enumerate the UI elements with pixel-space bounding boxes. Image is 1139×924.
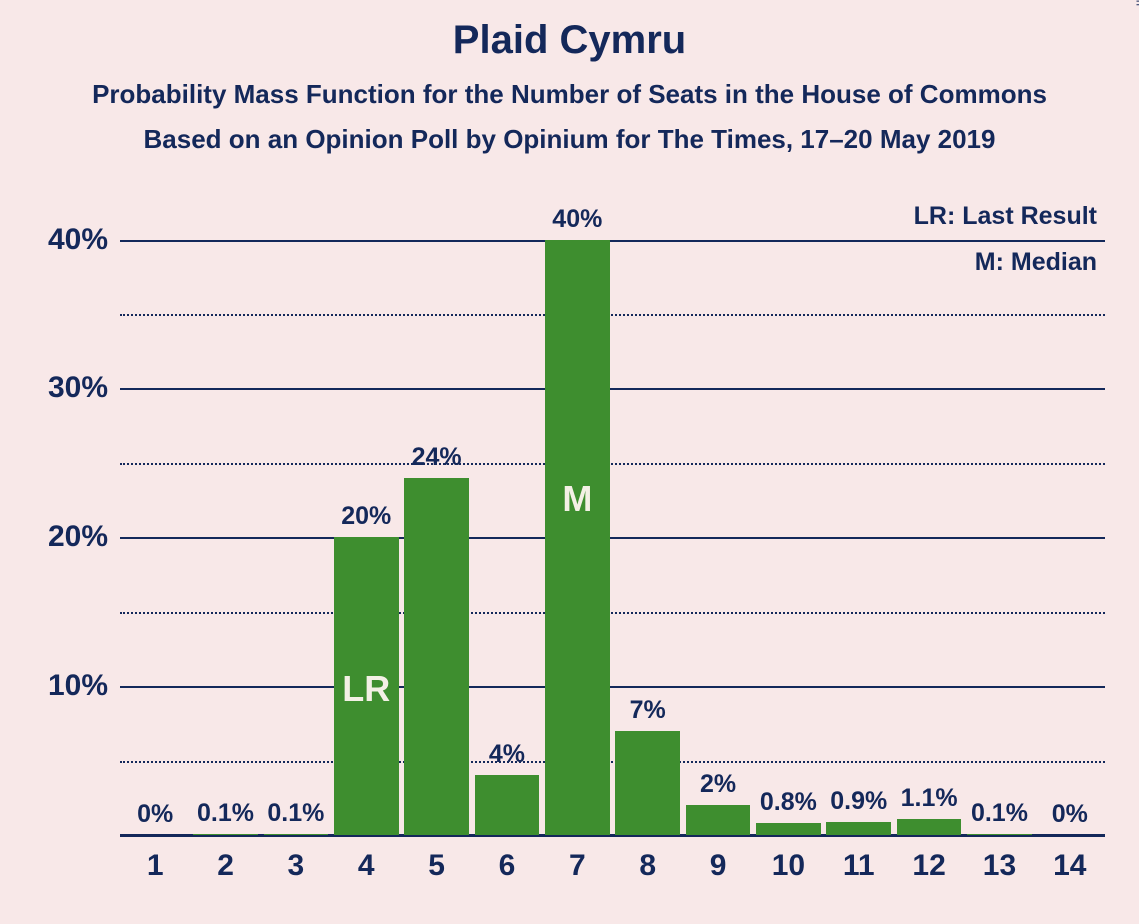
y-axis-tick: 20%	[48, 520, 120, 554]
chart-subtitle-1: Probability Mass Function for the Number…	[0, 63, 1139, 110]
bar-value-label: 20%	[341, 502, 391, 537]
bar: 20%LR	[334, 537, 399, 835]
bar: 7%	[615, 731, 680, 835]
x-axis-tick: 4	[358, 835, 375, 883]
bar-value-label: 0.1%	[197, 799, 254, 834]
bar: 0.9%	[826, 822, 891, 835]
bar: 24%	[404, 478, 469, 835]
x-axis-tick: 2	[217, 835, 234, 883]
bar-value-label: 40%	[552, 205, 602, 240]
y-axis-tick: 40%	[48, 223, 120, 257]
legend-median: M: Median	[975, 248, 1097, 277]
x-axis-tick: 9	[710, 835, 727, 883]
copyright-text: © 2019 Filip van Laenen	[1133, 0, 1139, 6]
gridline-minor	[120, 314, 1105, 316]
x-axis-tick: 7	[569, 835, 586, 883]
gridline-minor	[120, 463, 1105, 465]
bar-marker-median: M	[562, 478, 592, 520]
y-axis-tick: 30%	[48, 371, 120, 405]
x-axis-tick: 12	[912, 835, 945, 883]
bar-value-label: 1.1%	[901, 784, 958, 819]
chart-subtitle-2: Based on an Opinion Poll by Opinium for …	[0, 110, 1139, 155]
x-axis-tick: 11	[843, 835, 875, 883]
legend-last-result: LR: Last Result	[914, 202, 1097, 231]
bar: 1.1%	[897, 819, 962, 835]
bar-value-label: 0.9%	[830, 787, 887, 822]
bar-value-label: 0.1%	[971, 799, 1028, 834]
x-axis-tick: 1	[147, 835, 164, 883]
bar-value-label: 4%	[489, 740, 525, 775]
bar-value-label: 0%	[1052, 800, 1088, 835]
gridline-major	[120, 388, 1105, 390]
bar-value-label: 0%	[137, 800, 173, 835]
bar-marker-last-result: LR	[342, 668, 390, 710]
x-axis-tick: 6	[499, 835, 516, 883]
x-axis-tick: 5	[428, 835, 445, 883]
gridline-major	[120, 240, 1105, 242]
gridline-minor	[120, 761, 1105, 763]
bar: 2%	[686, 805, 751, 835]
bar-value-label: 2%	[700, 770, 736, 805]
x-axis-tick: 10	[772, 835, 805, 883]
x-axis-tick: 14	[1053, 835, 1086, 883]
bar: 40%M	[545, 240, 610, 835]
y-axis-tick: 10%	[48, 669, 120, 703]
x-axis-tick: 8	[639, 835, 656, 883]
chart-plot-area: 10%20%30%40%LR: Last ResultM: Median0%10…	[120, 195, 1105, 835]
bar: 4%	[475, 775, 540, 835]
bar-value-label: 0.8%	[760, 788, 817, 823]
x-axis-tick: 3	[288, 835, 305, 883]
bar-value-label: 0.1%	[267, 799, 324, 834]
bar-value-label: 24%	[412, 443, 462, 478]
chart-title: Plaid Cymru	[0, 0, 1139, 63]
gridline-major	[120, 686, 1105, 688]
gridline-major	[120, 537, 1105, 539]
x-axis-tick: 13	[983, 835, 1016, 883]
gridline-minor	[120, 612, 1105, 614]
bar-value-label: 7%	[630, 696, 666, 731]
bar: 0.8%	[756, 823, 821, 835]
